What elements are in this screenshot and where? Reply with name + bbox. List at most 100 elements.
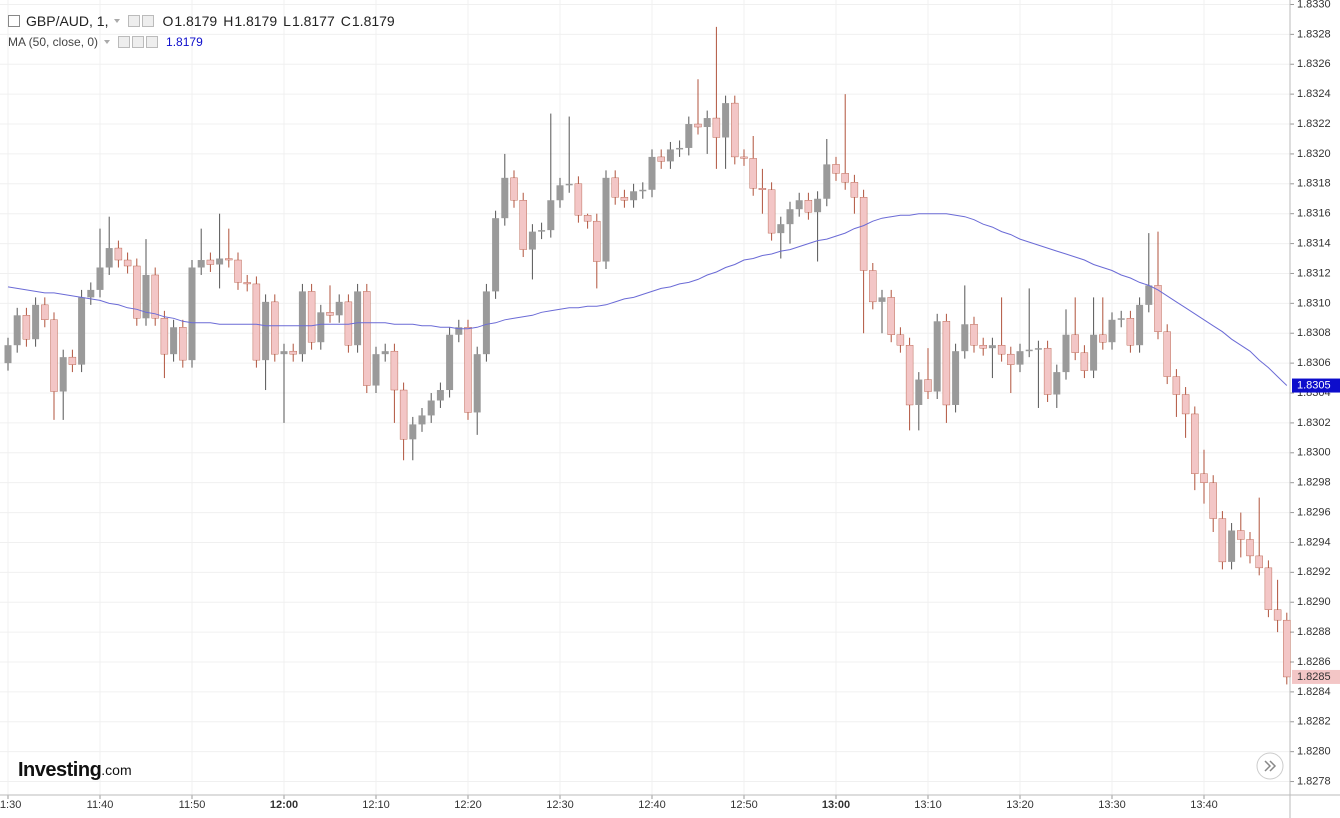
x-tick-label: 12:40 — [638, 799, 666, 811]
candle-body — [4, 345, 12, 364]
candle-body — [188, 267, 196, 361]
candle-body — [915, 379, 923, 405]
candle-body — [611, 177, 619, 198]
candle-body — [694, 123, 702, 128]
y-tick-label: 1.8314 — [1297, 237, 1331, 249]
candle-body — [160, 318, 169, 355]
candle-body — [565, 183, 573, 186]
candle-body — [363, 291, 371, 386]
candle-body — [68, 356, 77, 365]
candle-body — [777, 224, 785, 234]
candle-body — [869, 270, 877, 303]
candle-body — [13, 315, 21, 346]
watermark: Investing.com — [18, 759, 132, 781]
candle-body — [630, 191, 638, 201]
ma-settings-icon[interactable] — [132, 36, 145, 48]
candle-body — [1117, 318, 1125, 320]
candle-body — [1264, 567, 1273, 610]
ohlc-label: H — [223, 13, 234, 29]
ohlc-label: C — [340, 13, 351, 29]
y-axis: 1.8330 1.8328 1.8326 1.8324 1.8322 1.8320 1.83… — [0, 0, 1331, 787]
candle-body — [814, 198, 822, 213]
candle-body — [418, 415, 426, 425]
candle-body — [850, 182, 859, 198]
candle-body — [41, 304, 49, 320]
last-price-label: 1.8285 — [1297, 671, 1331, 683]
candle-body — [1043, 347, 1052, 395]
candle-body — [1099, 334, 1107, 343]
candle-body — [298, 291, 306, 355]
candle-body — [243, 282, 251, 285]
candle-body — [878, 297, 886, 302]
candle-body — [703, 118, 711, 128]
candles — [4, 26, 1291, 685]
y-tick-label: 1.8306 — [1297, 357, 1331, 369]
candle-body — [583, 214, 592, 222]
y-tick-label: 1.8326 — [1297, 58, 1331, 70]
y-tick-label: 1.8318 — [1297, 178, 1331, 190]
ma-menu[interactable] — [104, 40, 111, 44]
x-tick-label: 12:10 — [362, 799, 390, 811]
candle-body — [482, 291, 490, 355]
candle-body — [390, 350, 399, 391]
candle-body — [961, 324, 969, 352]
y-tick-label: 1.8310 — [1297, 297, 1331, 309]
collapse-icon[interactable] — [8, 15, 20, 27]
candle-body — [676, 147, 684, 150]
watermark-brand: Investing — [18, 759, 101, 781]
ohlc-value: 1.8179 — [234, 13, 278, 29]
candle-body — [1126, 318, 1135, 346]
candle-body — [473, 354, 481, 413]
y-tick-label: 1.8280 — [1297, 746, 1331, 758]
candle-body — [841, 173, 849, 183]
candle-body — [22, 315, 31, 340]
candle-body — [280, 351, 288, 355]
candle-body — [372, 354, 380, 386]
candle-body — [1237, 530, 1245, 540]
candle-body — [317, 312, 325, 343]
scroll-button-icon — [1264, 760, 1277, 772]
scroll-right-button[interactable] — [1256, 752, 1284, 780]
candle-body — [1145, 285, 1153, 305]
candle-body — [648, 156, 656, 190]
candle-body — [804, 200, 813, 213]
candle-body — [1200, 473, 1208, 483]
candle-body — [436, 390, 444, 401]
symbol-title: GBP/AUD, 1, — [26, 13, 109, 29]
candle-body — [1218, 518, 1227, 563]
candle-body — [1025, 349, 1033, 352]
last-price-label-box — [1292, 669, 1340, 684]
candle-body — [1246, 539, 1254, 557]
ma-remove-icon[interactable] — [146, 36, 159, 48]
ohlc-value: 1.8179 — [351, 13, 395, 29]
candle-body — [1034, 348, 1042, 350]
eye-icon[interactable] — [128, 15, 141, 27]
candle-body — [556, 185, 564, 201]
x-tick-label: 13:00 — [822, 799, 850, 811]
ma-eye-icon[interactable] — [118, 36, 131, 48]
candle-body — [767, 189, 776, 234]
y-tick-label: 1.8282 — [1297, 716, 1331, 728]
y-tick-label: 1.8316 — [1297, 208, 1331, 220]
ma-last-label: 1.8305 — [1297, 379, 1331, 391]
candle-body — [519, 200, 527, 250]
x-tick-label: 12:30 — [546, 799, 574, 811]
y-tick-label: 1.8300 — [1297, 447, 1331, 459]
y-tick-label: 1.8290 — [1297, 596, 1331, 608]
candle-body — [1053, 372, 1061, 395]
symbol-menu[interactable] — [114, 19, 121, 23]
candle-body — [905, 344, 914, 406]
candle-body — [225, 258, 233, 261]
settings-icon[interactable] — [142, 15, 155, 27]
candle-body — [446, 334, 454, 391]
candle-body — [749, 158, 757, 189]
candle-body — [574, 183, 583, 216]
candle-body — [1062, 334, 1070, 373]
candle-body — [133, 265, 141, 319]
x-tick-label: 11:50 — [179, 799, 206, 811]
y-tick-label: 1.8328 — [1297, 28, 1331, 40]
ohlc-label: O — [162, 13, 174, 29]
y-tick-label: 1.8294 — [1297, 536, 1331, 548]
candle-body — [666, 149, 674, 162]
